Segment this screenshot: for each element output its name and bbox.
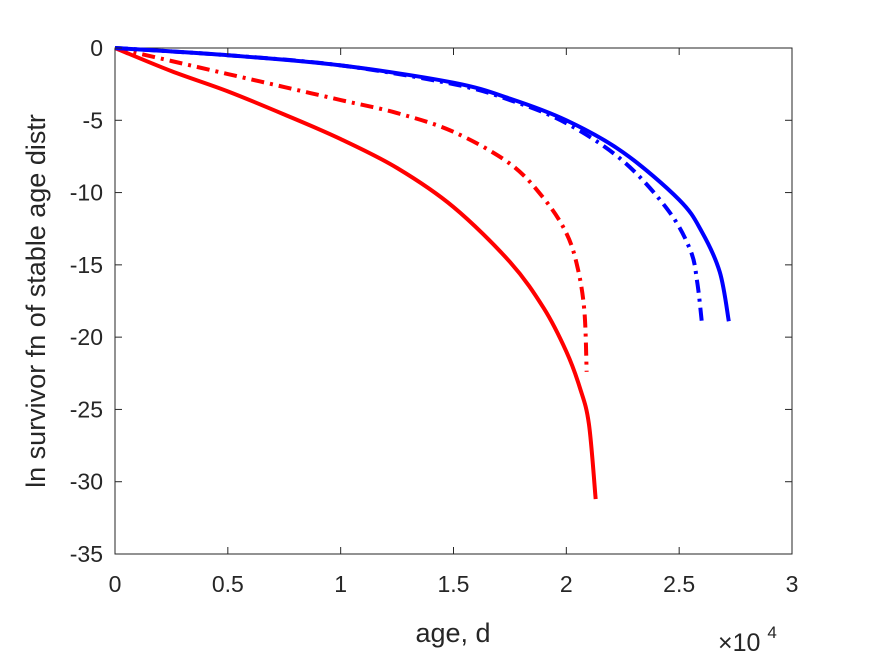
plot-area (114, 47, 793, 555)
x-exponent-label: ×10 4 (718, 623, 777, 656)
y-tick-label: -10 (70, 180, 103, 206)
y-tick-label: -35 (70, 541, 103, 567)
x-tick-label: 2 (560, 571, 573, 597)
series-line-4 (114, 46, 704, 322)
x-tick-label: 1 (334, 571, 347, 597)
y-tick-label: -5 (83, 107, 103, 133)
y-tick-label: -25 (70, 396, 103, 422)
series-line-1 (114, 46, 598, 500)
y-tick-label: -30 (70, 469, 103, 495)
x-tick-label: 0 (109, 571, 122, 597)
x-tick-label: 1.5 (438, 571, 470, 597)
series-line-2 (114, 46, 589, 372)
tick-layer: 0 0.5 1 1.5 2 2.5 3 0 -5 -10 -15 -20 -25 -30 -35 (70, 35, 799, 597)
x-tick-label: 2.5 (663, 571, 695, 597)
x-tick-label: 0.5 (212, 571, 244, 597)
y-tick-label: -20 (70, 324, 103, 350)
x-exponent-base: ×10 (718, 629, 760, 656)
x-exponent-power: 4 (767, 623, 776, 642)
y-tick-label: -15 (70, 252, 103, 278)
y-axis-label: ln survivor fn of stable age distr (21, 114, 51, 488)
y-tick-label: 0 (90, 35, 103, 61)
x-tick-label: 3 (786, 571, 799, 597)
series-layer (114, 46, 731, 500)
x-axis-label: age, d (415, 618, 490, 648)
